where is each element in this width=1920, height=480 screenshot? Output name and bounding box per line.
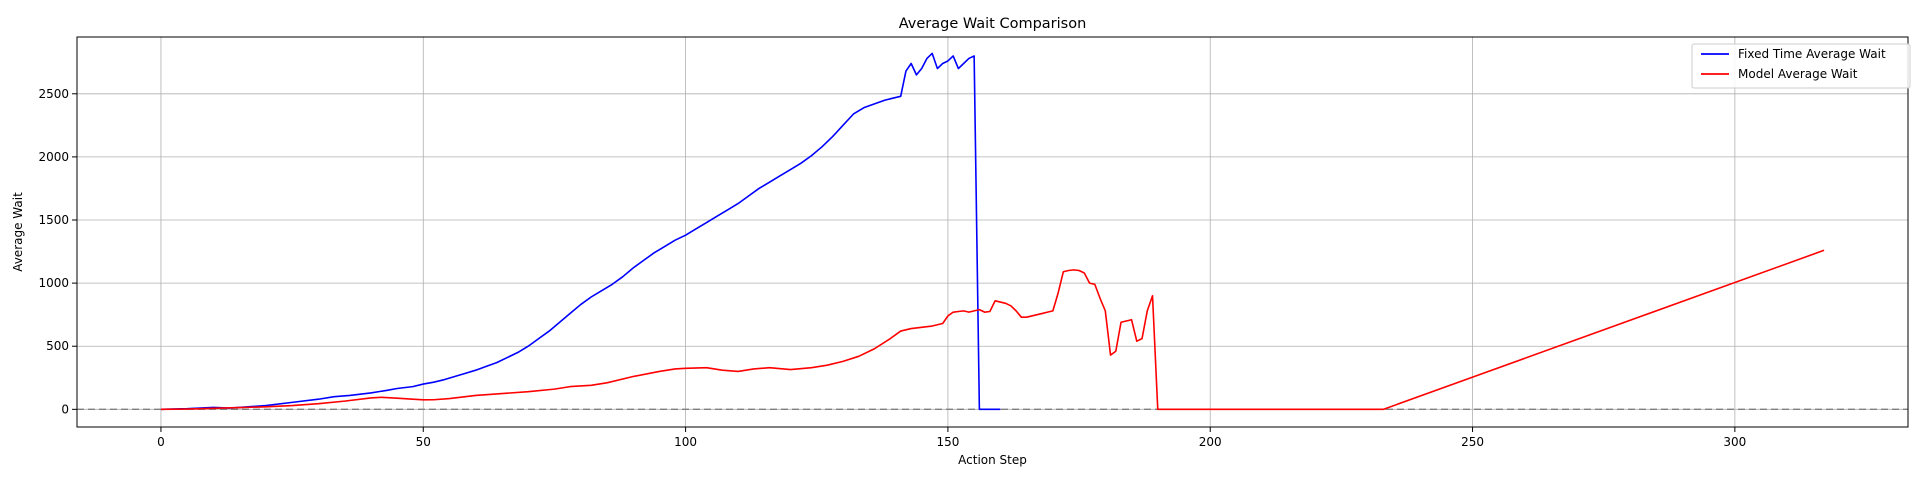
series-group [160, 52, 1825, 411]
x-tick-label: 50 [416, 435, 431, 449]
y-tick-label: 1500 [38, 213, 69, 227]
chart-title: Average Wait Comparison [899, 16, 1087, 32]
x-tick-label: 200 [1199, 435, 1222, 449]
x-axis-title: Action Step [958, 453, 1027, 467]
y-tick-label: 2500 [38, 87, 69, 101]
x-tick-label: 100 [674, 435, 697, 449]
x-tick-label: 300 [1723, 435, 1746, 449]
series-line-fixed-time-average-wait [160, 52, 1001, 411]
plot-background [77, 37, 1908, 427]
grid [77, 37, 1908, 427]
x-tick-label: 150 [936, 435, 959, 449]
plot-frame [76, 36, 1909, 428]
legend-label-fixed-time: Fixed Time Average Wait [1738, 47, 1886, 61]
x-tick-label: 0 [157, 435, 165, 449]
y-tick-label: 0 [61, 402, 69, 416]
legend: Fixed Time Average Wait Model Average Wa… [1691, 43, 1911, 89]
x-tick-label: 250 [1461, 435, 1484, 449]
ticks: 0 50 100 150 200 250 300 0 500 1000 1500 2000 2500 [38, 87, 1746, 449]
y-tick-label: 500 [46, 339, 69, 353]
y-axis-title: Average Wait [11, 192, 25, 272]
legend-label-model: Model Average Wait [1738, 67, 1858, 81]
y-tick-label: 1000 [38, 276, 69, 290]
series-line-model-average-wait [160, 249, 1825, 411]
legend-box [1691, 43, 1911, 89]
y-tick-label: 2000 [38, 150, 69, 164]
